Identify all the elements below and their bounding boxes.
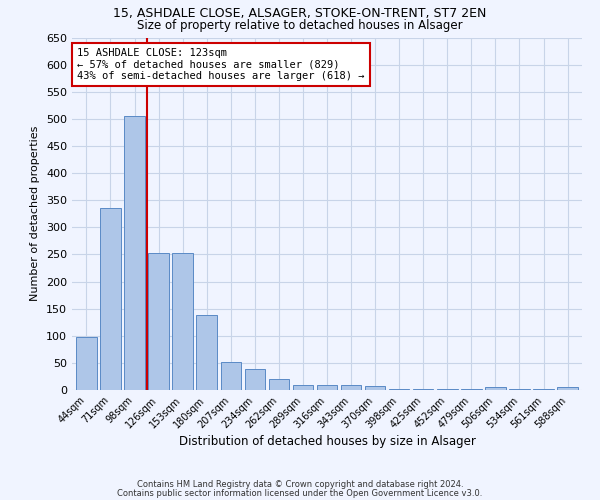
Bar [557, 388, 578, 390]
Bar [124, 116, 145, 390]
Bar [269, 378, 289, 390]
Text: Size of property relative to detached houses in Alsager: Size of property relative to detached ho… [137, 18, 463, 32]
Text: Contains HM Land Registry data © Crown copyright and database right 2024.: Contains HM Land Registry data © Crown c… [137, 480, 463, 489]
Bar [196, 315, 217, 390]
Bar [293, 384, 313, 390]
Y-axis label: Number of detached properties: Number of detached properties [31, 126, 40, 302]
Text: Contains public sector information licensed under the Open Government Licence v3: Contains public sector information licen… [118, 488, 482, 498]
X-axis label: Distribution of detached houses by size in Alsager: Distribution of detached houses by size … [179, 436, 475, 448]
Text: 15 ASHDALE CLOSE: 123sqm
← 57% of detached houses are smaller (829)
43% of semi-: 15 ASHDALE CLOSE: 123sqm ← 57% of detach… [77, 48, 365, 82]
Bar [148, 253, 169, 390]
Bar [341, 385, 361, 390]
Bar [317, 384, 337, 390]
Bar [365, 386, 385, 390]
Bar [221, 362, 241, 390]
Bar [172, 253, 193, 390]
Bar [100, 208, 121, 390]
Text: 15, ASHDALE CLOSE, ALSAGER, STOKE-ON-TRENT, ST7 2EN: 15, ASHDALE CLOSE, ALSAGER, STOKE-ON-TRE… [113, 8, 487, 20]
Bar [76, 338, 97, 390]
Bar [485, 388, 506, 390]
Bar [245, 370, 265, 390]
